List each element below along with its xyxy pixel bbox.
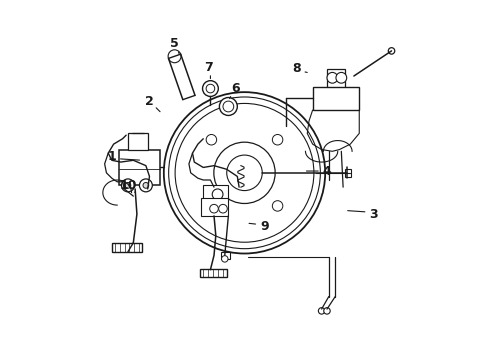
- Bar: [119, 149, 160, 185]
- Circle shape: [335, 72, 346, 83]
- Circle shape: [212, 189, 223, 200]
- Bar: [312, 87, 359, 110]
- Bar: [326, 69, 344, 89]
- Circle shape: [223, 101, 233, 112]
- Bar: [128, 134, 147, 149]
- Circle shape: [318, 308, 324, 314]
- Circle shape: [168, 50, 181, 63]
- Circle shape: [226, 155, 262, 190]
- Circle shape: [175, 103, 313, 242]
- Bar: [344, 168, 351, 177]
- Text: 8: 8: [292, 62, 300, 75]
- Circle shape: [219, 98, 237, 116]
- Bar: [203, 185, 228, 200]
- Text: 6: 6: [231, 82, 239, 95]
- Bar: [199, 269, 226, 277]
- Circle shape: [168, 97, 320, 249]
- Bar: [221, 252, 230, 259]
- Circle shape: [206, 84, 214, 93]
- Circle shape: [326, 72, 337, 83]
- Circle shape: [206, 135, 216, 145]
- Circle shape: [272, 135, 282, 145]
- Bar: [201, 198, 228, 216]
- Text: 1: 1: [107, 150, 116, 163]
- Circle shape: [125, 183, 131, 188]
- Bar: [112, 243, 142, 252]
- Text: 7: 7: [204, 60, 213, 73]
- Circle shape: [218, 204, 227, 213]
- Circle shape: [139, 179, 152, 192]
- Text: 4: 4: [322, 165, 331, 177]
- Text: 9: 9: [260, 220, 268, 233]
- Circle shape: [121, 179, 134, 192]
- Circle shape: [163, 92, 325, 253]
- Circle shape: [206, 201, 216, 211]
- Circle shape: [142, 183, 148, 188]
- Circle shape: [209, 204, 218, 213]
- Text: 10: 10: [119, 179, 137, 192]
- Circle shape: [202, 81, 218, 96]
- Circle shape: [213, 142, 275, 203]
- Circle shape: [221, 256, 227, 262]
- Circle shape: [387, 48, 394, 54]
- Circle shape: [272, 201, 282, 211]
- Circle shape: [323, 308, 329, 314]
- Text: 2: 2: [145, 95, 154, 108]
- Text: 5: 5: [170, 37, 179, 50]
- Text: 3: 3: [368, 208, 377, 221]
